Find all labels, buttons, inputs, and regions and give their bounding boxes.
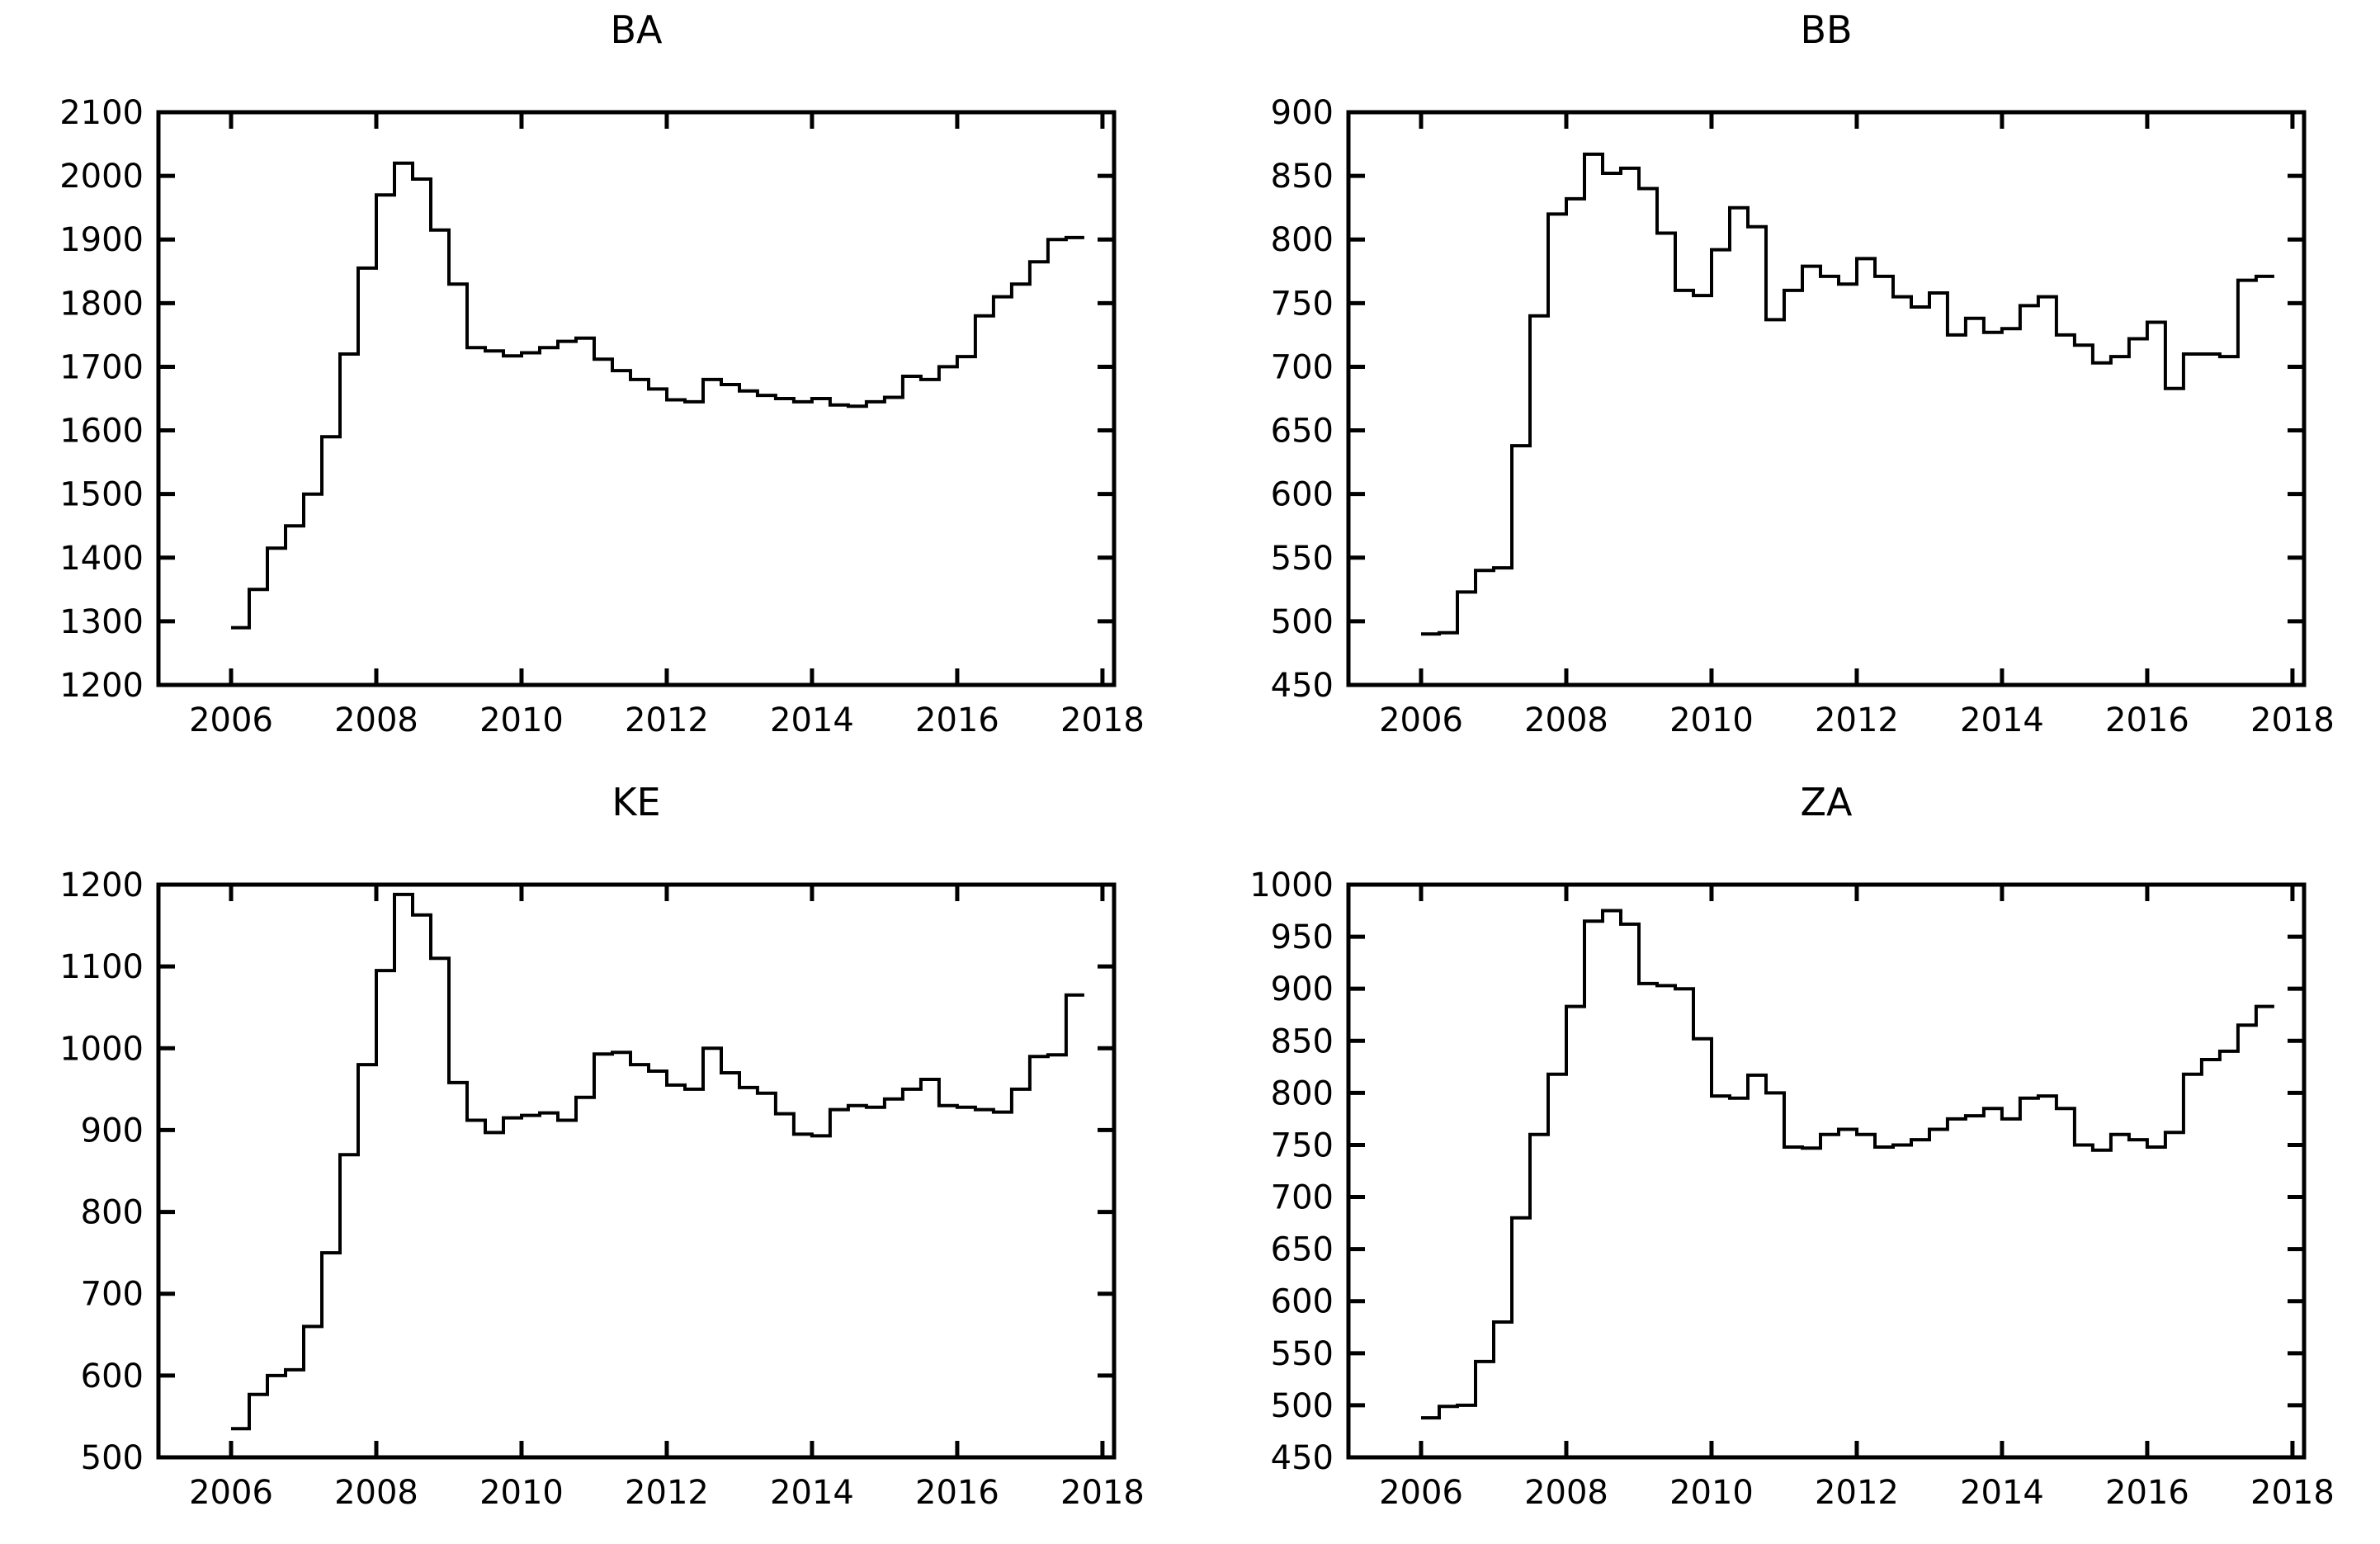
plot-border (1346, 110, 2307, 687)
y-tick-label: 650 (1271, 413, 1334, 451)
data-series-line (1421, 152, 2274, 636)
y-tick-label: 900 (1271, 94, 1334, 132)
y-tick-label: 1500 (59, 476, 144, 514)
y-tick-label: 500 (1271, 1387, 1334, 1425)
data-series-line (231, 161, 1084, 630)
y-tick-label: 1000 (59, 1030, 144, 1068)
x-tick-label: 2006 (1379, 701, 1463, 739)
y-tick-label: 1600 (59, 413, 144, 451)
y-tick-label: 800 (81, 1194, 144, 1232)
x-tick-label: 2006 (189, 1474, 273, 1512)
x-tick-label: 2014 (770, 1474, 854, 1512)
x-tick-label: 2016 (915, 1474, 999, 1512)
y-tick-label: 600 (81, 1357, 144, 1395)
x-tick-label: 2014 (770, 701, 854, 739)
data-series-line (231, 892, 1084, 1431)
x-tick-label: 2016 (2105, 1474, 2189, 1512)
y-tick-label: 600 (1271, 1283, 1334, 1321)
chart-title-ba: BA (610, 7, 663, 52)
plot-border (156, 110, 1117, 687)
x-tick-label: 2012 (625, 701, 709, 739)
x-tick-label: 2008 (334, 701, 418, 739)
plot-border (1346, 882, 2307, 1460)
bb-step-line-chart: 2006 2008 2010 2012 2014 2016 2018 450 500 550 600… (1271, 94, 2335, 739)
y-tick-label: 600 (1271, 476, 1334, 514)
x-tick-label: 2016 (915, 701, 999, 739)
x-tick-label: 2018 (1060, 1474, 1145, 1512)
chart-title-bb: BB (1800, 7, 1853, 52)
y-tick-label: 1800 (59, 285, 144, 323)
y-tick-label: 1200 (59, 866, 144, 904)
y-tick-label: 700 (1271, 348, 1334, 386)
x-tick-label: 2012 (1815, 1474, 1899, 1512)
x-tick-label: 2006 (1379, 1474, 1463, 1512)
y-tick-label: 450 (1271, 667, 1334, 705)
y-tick-label: 1000 (1249, 866, 1334, 904)
za-step-line-chart: 2006 2008 2010 2012 2014 2016 2018 450 500 550 600… (1249, 866, 2335, 1512)
y-tick-label: 750 (1271, 1126, 1334, 1164)
y-tick-label: 500 (81, 1439, 144, 1477)
y-tick-label: 1200 (59, 667, 144, 705)
ba-step-line-chart: 2006 2008 2010 2012 2014 2016 2018 1200 1300 1400… (59, 94, 1145, 739)
chart-panel-ke: KE 2006 2008 2010 2012 2014 2016 2018 500 600 700… (0, 772, 1190, 1544)
chart-title-za: ZA (1800, 780, 1853, 824)
y-tick-label: 550 (1271, 1335, 1334, 1373)
x-tick-label: 2012 (625, 1474, 709, 1512)
x-tick-label: 2016 (2105, 701, 2189, 739)
x-tick-label: 2018 (2250, 701, 2335, 739)
y-tick-label: 900 (1271, 970, 1334, 1008)
chart-panel-ba: BA 2006 2008 2010 2012 2014 2016 2018 1200 1300 1… (0, 0, 1190, 772)
y-tick-label: 1400 (59, 540, 144, 578)
y-tick-label: 1300 (59, 603, 144, 641)
y-tick-label: 650 (1271, 1231, 1334, 1269)
x-tick-label: 2018 (1060, 701, 1145, 739)
x-tick-label: 2010 (1669, 1474, 1754, 1512)
y-tick-label: 900 (81, 1112, 144, 1150)
y-tick-label: 950 (1271, 918, 1334, 956)
y-tick-label: 700 (1271, 1179, 1334, 1217)
chart-title-ke: KE (612, 780, 661, 824)
y-tick-label: 800 (1271, 221, 1334, 259)
x-tick-label: 2008 (334, 1474, 418, 1512)
x-tick-label: 2018 (2250, 1474, 2335, 1512)
y-tick-label: 800 (1271, 1074, 1334, 1112)
y-tick-label: 550 (1271, 540, 1334, 578)
x-tick-label: 2006 (189, 701, 273, 739)
y-tick-label: 750 (1271, 285, 1334, 323)
x-tick-label: 2010 (479, 701, 564, 739)
x-tick-label: 2014 (1960, 1474, 2044, 1512)
y-tick-label: 450 (1271, 1439, 1334, 1477)
y-tick-label: 500 (1271, 603, 1334, 641)
data-series-line (1421, 909, 2274, 1420)
y-tick-label: 1100 (59, 948, 144, 986)
y-tick-label: 2100 (59, 94, 144, 132)
x-tick-label: 2010 (479, 1474, 564, 1512)
plot-border (156, 882, 1117, 1460)
y-tick-label: 700 (81, 1276, 144, 1314)
y-tick-label: 2000 (59, 158, 144, 196)
y-tick-label: 850 (1271, 158, 1334, 196)
x-tick-label: 2012 (1815, 701, 1899, 739)
x-tick-label: 2010 (1669, 701, 1754, 739)
chart-panel-bb: BB 2006 2008 2010 2012 2014 2016 2018 450 500 550… (1190, 0, 2380, 772)
x-tick-label: 2008 (1524, 1474, 1608, 1512)
chart-panel-za: ZA 2006 2008 2010 2012 2014 2016 2018 450 500 550… (1190, 772, 2380, 1544)
y-tick-label: 1700 (59, 348, 144, 386)
y-tick-label: 850 (1271, 1022, 1334, 1060)
ke-step-line-chart: 2006 2008 2010 2012 2014 2016 2018 500 600 700 800… (59, 866, 1145, 1512)
x-tick-label: 2014 (1960, 701, 2044, 739)
x-tick-label: 2008 (1524, 701, 1608, 739)
y-tick-label: 1900 (59, 221, 144, 259)
